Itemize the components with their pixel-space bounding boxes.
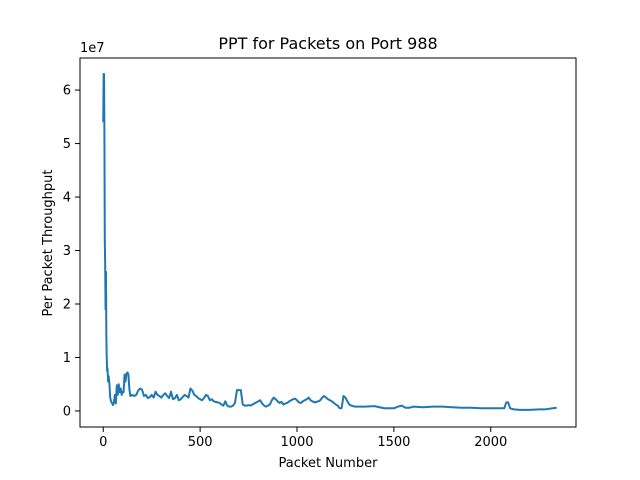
x-tick-label: 2000: [474, 435, 507, 450]
y-tick-label: 2: [63, 298, 71, 313]
y-axis-label: Per Packet Throughput: [41, 169, 56, 316]
x-tick-label: 500: [188, 435, 213, 450]
series-line: [102, 73, 557, 411]
y-tick-label: 4: [63, 191, 71, 206]
x-tick-label: 1000: [280, 435, 313, 450]
y-tick-label: 5: [63, 137, 71, 152]
y-tick-label: 6: [63, 84, 71, 99]
chart-title: PPT for Packets on Port 988: [218, 34, 437, 53]
x-axis-label: Packet Number: [279, 456, 379, 471]
x-tick-label: 1500: [377, 435, 410, 450]
plot-frame: [79, 57, 577, 428]
y-tick-label: 0: [63, 404, 71, 419]
y-offset-label: 1e7: [80, 41, 105, 56]
y-tick-label: 3: [63, 244, 71, 259]
x-tick-label: 0: [99, 435, 107, 450]
y-tick-label: 1: [63, 351, 71, 366]
